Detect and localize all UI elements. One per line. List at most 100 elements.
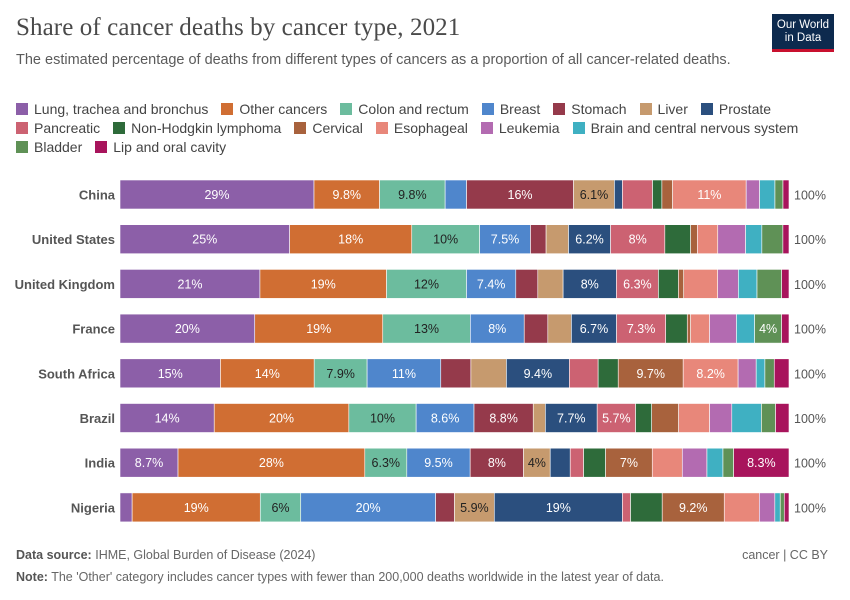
legend-item[interactable]: Brain and central nervous system xyxy=(572,120,798,136)
legend-item[interactable]: Cervical xyxy=(294,120,363,136)
bar-segment[interactable] xyxy=(479,224,531,254)
license-text[interactable]: cancer | CC BY xyxy=(742,548,828,562)
bar-segment[interactable] xyxy=(761,224,784,254)
bar-segment[interactable] xyxy=(119,179,315,210)
bar-segment[interactable] xyxy=(415,403,475,433)
bar-segment[interactable] xyxy=(782,224,790,254)
data-source-text[interactable]: IHME, Global Burden of Disease (2024) xyxy=(95,548,316,562)
bar-segment[interactable] xyxy=(672,179,747,210)
bar-segment[interactable] xyxy=(493,492,623,523)
bar-segment[interactable] xyxy=(213,403,350,433)
bar-segment[interactable] xyxy=(783,492,790,523)
bar-segment[interactable] xyxy=(681,447,708,478)
bar-segment[interactable] xyxy=(755,358,766,389)
legend-item[interactable]: Breast xyxy=(481,101,540,117)
bar-segment[interactable] xyxy=(683,269,719,299)
bar-segment[interactable] xyxy=(466,269,517,299)
legend-item[interactable]: Other cancers xyxy=(221,101,327,117)
bar-segment[interactable] xyxy=(781,313,790,344)
legend-item[interactable]: Non-Hodgkin lymphoma xyxy=(113,120,281,136)
bar-segment[interactable] xyxy=(382,313,471,344)
bar-segment[interactable] xyxy=(761,403,776,433)
bar-segment[interactable] xyxy=(411,224,480,254)
legend-item[interactable]: Bladder xyxy=(16,139,82,155)
bar-segment[interactable] xyxy=(537,269,564,299)
bar-segment[interactable] xyxy=(622,492,631,523)
bar-segment[interactable] xyxy=(617,358,684,389)
bar-segment[interactable] xyxy=(596,403,636,433)
bar-segment[interactable] xyxy=(610,224,666,254)
bar-segment[interactable] xyxy=(779,492,785,523)
bar-segment[interactable] xyxy=(773,358,790,389)
bar-segment[interactable] xyxy=(386,269,467,299)
bar-segment[interactable] xyxy=(119,269,261,299)
bar-segment[interactable] xyxy=(583,447,606,478)
bar-segment[interactable] xyxy=(736,313,755,344)
bar-segment[interactable] xyxy=(614,179,623,210)
bar-segment[interactable] xyxy=(573,179,615,210)
legend-item[interactable]: Esophageal xyxy=(375,120,468,136)
bar-segment[interactable] xyxy=(682,358,739,389)
bar-segment[interactable] xyxy=(635,403,653,433)
bar-segment[interactable] xyxy=(775,403,790,433)
bar-segment[interactable] xyxy=(764,358,775,389)
legend-item[interactable]: Lung, trachea and bronchus xyxy=(16,101,208,117)
bar-segment[interactable] xyxy=(435,492,455,523)
bar-segment[interactable] xyxy=(690,224,698,254)
legend-item[interactable]: Leukemia xyxy=(480,120,560,136)
bar-segment[interactable] xyxy=(759,492,776,523)
bar-segment[interactable] xyxy=(661,179,673,210)
bar-segment[interactable] xyxy=(515,269,539,299)
bar-segment[interactable] xyxy=(709,313,737,344)
bar-segment[interactable] xyxy=(717,224,746,254)
bar-segment[interactable] xyxy=(738,269,758,299)
legend-item[interactable]: Liver xyxy=(639,101,688,117)
bar-segment[interactable] xyxy=(745,179,760,210)
bar-segment[interactable] xyxy=(597,358,619,389)
bar-segment[interactable] xyxy=(774,179,784,210)
bar-segment[interactable] xyxy=(177,447,366,478)
bar-segment[interactable] xyxy=(119,358,221,389)
bar-segment[interactable] xyxy=(733,447,790,478)
bar-segment[interactable] xyxy=(379,179,446,210)
bar-segment[interactable] xyxy=(782,179,790,210)
bar-segment[interactable] xyxy=(568,224,611,254)
bar-segment[interactable] xyxy=(473,403,534,433)
bar-segment[interactable] xyxy=(545,403,598,433)
bar-segment[interactable] xyxy=(569,447,584,478)
legend-item[interactable]: Colon and rectum xyxy=(340,101,469,117)
bar-segment[interactable] xyxy=(348,403,417,433)
bar-segment[interactable] xyxy=(119,224,290,254)
bar-segment[interactable] xyxy=(774,492,781,523)
bar-segment[interactable] xyxy=(506,358,570,389)
bar-segment[interactable] xyxy=(444,179,467,210)
bar-segment[interactable] xyxy=(678,269,685,299)
bar-segment[interactable] xyxy=(259,269,387,299)
bar-segment[interactable] xyxy=(364,447,408,478)
owid-logo[interactable]: Our World in Data xyxy=(772,14,834,52)
bar-segment[interactable] xyxy=(313,179,380,210)
bar-segment[interactable] xyxy=(722,447,734,478)
bar-segment[interactable] xyxy=(549,447,571,478)
bar-segment[interactable] xyxy=(440,358,472,389)
legend-item[interactable]: Stomach xyxy=(553,101,627,117)
bar-segment[interactable] xyxy=(759,179,776,210)
bar-segment[interactable] xyxy=(569,358,599,389)
legend-item[interactable]: Prostate xyxy=(700,101,771,117)
legend-item[interactable]: Pancreatic xyxy=(16,120,100,136)
bar-segment[interactable] xyxy=(731,403,762,433)
bar-segment[interactable] xyxy=(664,224,691,254)
bar-segment[interactable] xyxy=(523,447,551,478)
bar-segment[interactable] xyxy=(652,179,663,210)
bar-segment[interactable] xyxy=(717,269,739,299)
bar-segment[interactable] xyxy=(630,492,663,523)
bar-segment[interactable] xyxy=(313,358,368,389)
bar-segment[interactable] xyxy=(737,358,757,389)
bar-segment[interactable] xyxy=(470,358,507,389)
bar-segment[interactable] xyxy=(547,313,572,344)
bar-segment[interactable] xyxy=(661,492,725,523)
bar-segment[interactable] xyxy=(651,447,683,478)
bar-segment[interactable] xyxy=(366,358,442,389)
bar-segment[interactable] xyxy=(665,313,688,344)
bar-segment[interactable] xyxy=(571,313,617,344)
